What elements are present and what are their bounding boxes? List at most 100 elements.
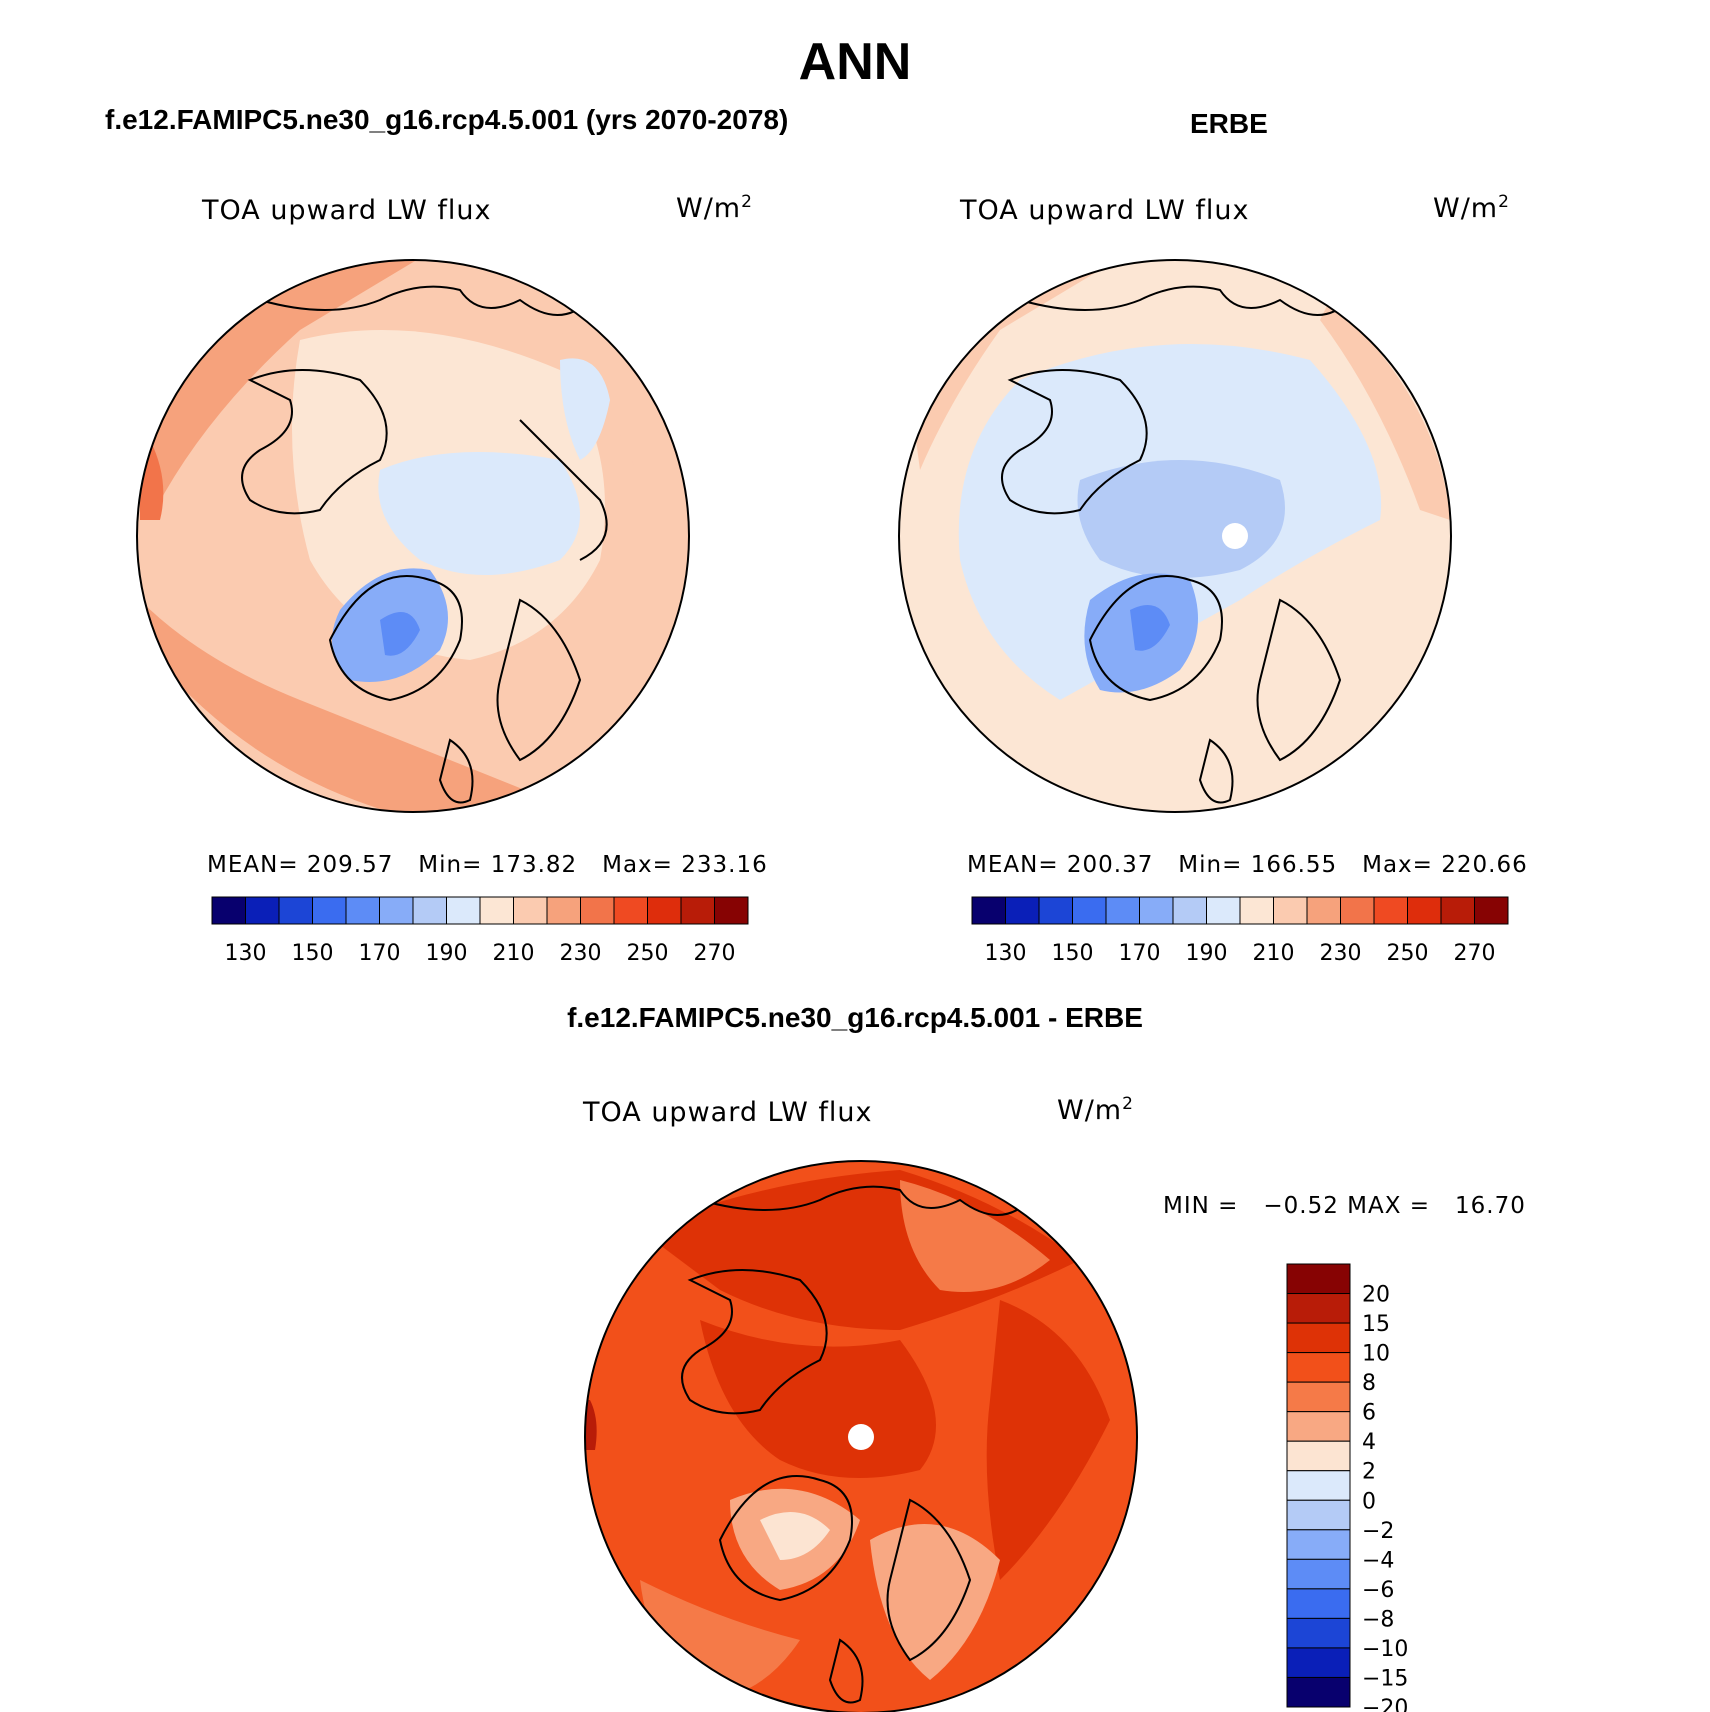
model-colorbar-tick-label: 170	[359, 941, 401, 966]
diff-colorbar-tick-label: 2	[1362, 1460, 1376, 1485]
model-units-label: W/m2	[676, 192, 753, 224]
diff-colorbar-swatch	[1286, 1322, 1351, 1354]
diff-colorbar-swatch	[1286, 1529, 1351, 1560]
diff-colorbar-tick-label: −15	[1362, 1666, 1408, 1691]
obs-colorbar-swatch	[1105, 896, 1140, 925]
model-field-greenland-core	[380, 612, 420, 656]
obs-field-colder	[1077, 460, 1285, 578]
diff-colorbar-tick-label: −6	[1362, 1578, 1394, 1603]
diff-colorbar-tick-label: 15	[1362, 1312, 1390, 1337]
diff-field-greenland-core	[760, 1512, 830, 1560]
diff-colorbar-tick-label: 20	[1362, 1283, 1390, 1308]
diff-colorbar-swatch	[1286, 1381, 1351, 1413]
model-colorbar-swatch	[312, 896, 347, 925]
model-colorbar-swatch	[613, 896, 648, 925]
diff-colorbar-swatch	[1286, 1352, 1351, 1383]
diff-colorbar-swatch	[1286, 1647, 1351, 1678]
diff-polar-map	[585, 1161, 1137, 1712]
obs-colorbar-tick-label: 150	[1052, 941, 1094, 966]
obs-colorbar-tick-label: 210	[1253, 941, 1295, 966]
obs-colorbar-swatch	[1072, 896, 1107, 925]
obs-colorbar-swatch	[1005, 896, 1040, 925]
diff-colorbar-swatch	[1286, 1470, 1351, 1501]
model-colorbar-swatch	[278, 896, 313, 925]
diff-stats: MIN = −0.52 MAX = 16.70	[1163, 1193, 1526, 1219]
model-variable-label: TOA upward LW flux	[202, 195, 492, 226]
obs-pole-gap	[1222, 523, 1248, 549]
obs-colorbar-swatch	[1407, 896, 1442, 925]
obs-colorbar-swatch	[1440, 896, 1475, 925]
model-colorbar-swatch	[412, 896, 447, 925]
model-colorbar-swatch	[446, 896, 481, 925]
model-colorbar-tick-label: 150	[292, 941, 334, 966]
model-colorbar-tick-label: 250	[627, 941, 669, 966]
obs-units-label: W/m2	[1433, 192, 1510, 224]
model-colorbar-swatch	[513, 896, 548, 925]
diff-colorbar-swatch	[1286, 1440, 1351, 1472]
model-map-outline	[136, 259, 690, 813]
obs-colorbar-swatch	[1172, 896, 1207, 925]
obs-colorbar-swatch	[1038, 896, 1073, 925]
obs-colorbar: 130 150 170 190 210 230 250 270	[971, 896, 1509, 966]
figure-title: ANN	[798, 33, 912, 91]
obs-colorbar-swatch	[1474, 896, 1509, 925]
obs-field-warm-ne	[1320, 300, 1450, 520]
diff-colorbar-swatch	[1286, 1588, 1351, 1619]
model-colorbar-swatch	[714, 896, 749, 925]
model-colorbar-swatch	[580, 896, 615, 925]
model-field-east	[560, 290, 689, 540]
obs-colorbar-swatch	[1273, 896, 1308, 925]
diff-colorbar-tick-label: −20	[1362, 1696, 1408, 1712]
diff-colorbar-tick-label: 6	[1362, 1401, 1376, 1426]
diff-colorbar-tick-label: 0	[1362, 1489, 1376, 1514]
obs-colorbar-swatch	[971, 896, 1006, 925]
diff-colorbar-tick-label: −2	[1362, 1519, 1394, 1544]
model-field-arctic-2	[560, 358, 610, 460]
model-colorbar: 130 150 170 190 210 230 250 270	[211, 896, 749, 966]
diff-colorbar-tick-label: −8	[1362, 1607, 1394, 1632]
model-colorbar-tick-label: 130	[225, 941, 267, 966]
diff-colorbar-swatch	[1286, 1499, 1351, 1531]
obs-colorbar-swatch	[1239, 896, 1274, 925]
diff-colorbar-tick-label: 8	[1362, 1371, 1376, 1396]
diff-colorbar-tick-label: 4	[1362, 1430, 1376, 1455]
obs-colorbar-tick-label: 170	[1119, 941, 1161, 966]
diff-colorbar-swatch	[1286, 1676, 1351, 1708]
diff-colorbar-tick-label: −10	[1362, 1637, 1408, 1662]
obs-stats: MEAN= 200.37 Min= 166.55 Max= 220.66	[967, 852, 1528, 878]
obs-colorbar-tick-label: 190	[1186, 941, 1228, 966]
model-colorbar-tick-label: 270	[694, 941, 736, 966]
obs-map-outline	[898, 259, 1452, 813]
diff-units-label: W/m2	[1057, 1094, 1134, 1126]
obs-colorbar-swatch	[1340, 896, 1375, 925]
model-colorbar-tick-label: 210	[493, 941, 535, 966]
diff-map-outline	[584, 1160, 1138, 1712]
diff-colorbar-swatch	[1286, 1263, 1351, 1295]
model-colorbar-swatch	[345, 896, 380, 925]
diff-colorbar-tick-label: 10	[1362, 1342, 1390, 1367]
diff-pole-gap	[848, 1424, 874, 1450]
diff-field-east	[986, 1300, 1110, 1580]
obs-colorbar-tick-label: 250	[1387, 941, 1429, 966]
model-colorbar-swatch	[680, 896, 715, 925]
model-colorbar-swatch	[379, 896, 414, 925]
diff-field-scandinavia	[870, 1524, 1000, 1680]
obs-colorbar-swatch	[1306, 896, 1341, 925]
model-colorbar-swatch	[647, 896, 682, 925]
obs-colorbar-swatch	[1139, 896, 1174, 925]
diff-field-hot-spot	[585, 1400, 597, 1450]
model-field-arctic	[378, 452, 580, 575]
obs-polar-map	[899, 260, 1451, 812]
obs-colorbar-tick-label: 230	[1320, 941, 1362, 966]
model-stats: MEAN= 209.57 Min= 173.82 Max= 233.16	[207, 852, 768, 878]
model-coastlines	[241, 285, 608, 804]
difference-panel-title: f.e12.FAMIPC5.ne30_g16.rcp4.5.001 - ERBE	[567, 1002, 1143, 1033]
model-polar-map	[137, 260, 689, 812]
diff-colorbar-swatch	[1286, 1293, 1351, 1324]
model-field-warm-s	[140, 600, 600, 812]
model-colorbar-swatch	[546, 896, 581, 925]
obs-field-greenland-core	[1130, 605, 1170, 651]
model-colorbar-swatch	[479, 896, 514, 925]
